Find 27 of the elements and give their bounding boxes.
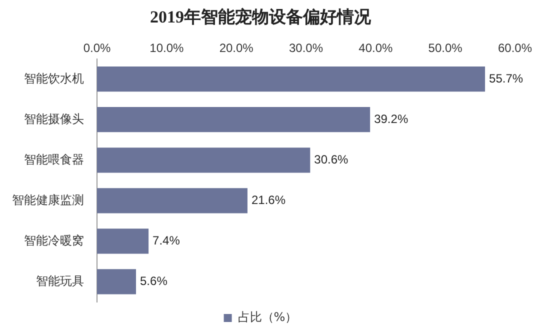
x-tick-label: 10.0% (150, 40, 184, 55)
y-tick-label: 智能喂食器 (24, 152, 84, 166)
data-label: 30.6% (314, 152, 349, 166)
y-tick-label: 智能饮水机 (24, 71, 84, 86)
y-tick-label: 智能玩具 (36, 274, 84, 288)
x-tick-label: 40.0% (358, 40, 393, 55)
bar (97, 148, 310, 173)
x-tick-label: 20.0% (219, 40, 254, 55)
chart-title: 2019年智能宠物设备偏好情况 (150, 8, 372, 27)
y-tick-label: 智能摄像头 (24, 112, 84, 126)
x-tick-label: 30.0% (288, 40, 324, 55)
y-tick-label: 智能冷暖窝 (24, 234, 84, 248)
data-label: 7.4% (152, 234, 180, 248)
data-label: 21.6% (251, 192, 286, 207)
x-tick-label: 0.0% (83, 40, 111, 55)
x-tick-label: 50.0% (428, 40, 463, 55)
y-tick-label: 智能健康监测 (12, 192, 84, 207)
data-label: 5.6% (140, 274, 168, 288)
data-label: 39.2% (374, 112, 408, 126)
bar (97, 188, 248, 214)
bar (97, 269, 136, 294)
x-tick-label: 60.0% (498, 40, 532, 55)
bar (97, 107, 370, 132)
legend-label: 占比（%） (238, 310, 298, 324)
data-label: 55.7% (489, 71, 524, 86)
bar (97, 228, 149, 254)
bar (97, 66, 486, 92)
